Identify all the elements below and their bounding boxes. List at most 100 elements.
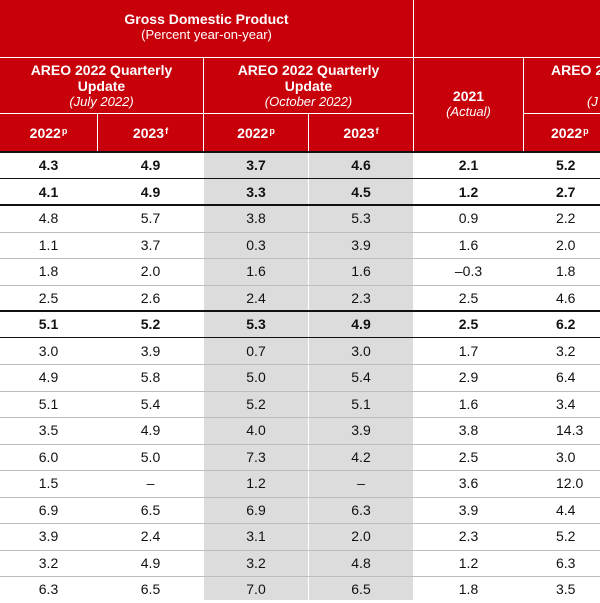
group-october-title: AREO 2022 Quarterly Update <box>237 62 380 94</box>
group-october-sub: (October 2022) <box>264 94 353 109</box>
table-row: 1.1 3.7 0.3 3.9 1.6 2.0 <box>0 232 600 259</box>
table-cell: 6.4 <box>556 369 576 385</box>
table-cell: 5.2 <box>140 316 161 332</box>
table-cell: 5.0 <box>140 448 161 465</box>
table-cell: 1.2 <box>458 554 479 571</box>
row-rule <box>0 417 600 418</box>
group-rule <box>0 177 600 179</box>
col-mark: p <box>61 125 68 136</box>
table-cell: 3.8 <box>458 422 479 438</box>
header-rule <box>0 151 600 153</box>
col-mark: p <box>583 125 589 136</box>
table-cell: 4.5 <box>351 183 371 200</box>
table-cell: 4.9 <box>140 157 161 173</box>
table-cell: 3.0 <box>351 342 371 359</box>
table-row: 3.2 4.9 3.2 4.8 1.2 6.3 <box>0 550 600 577</box>
table-cell: 3.2 <box>246 554 266 571</box>
table-cell: 2.5 <box>38 289 59 306</box>
gdp-header: Gross Domestic Product (Percent year-on-… <box>0 0 413 57</box>
col-mark: p <box>269 125 275 136</box>
table-row: 2.5 2.6 2.4 2.3 2.5 4.6 <box>0 285 600 312</box>
table-cell: 3.2 <box>38 554 59 571</box>
group-july-title: AREO 2022 Quarterly Update <box>30 62 173 94</box>
table-cell: 1.8 <box>38 263 59 279</box>
table-cell: 0.3 <box>246 236 266 253</box>
table-cell: 6.3 <box>351 501 371 518</box>
row-rule <box>0 443 600 445</box>
table-cell: 3.6 <box>458 475 479 491</box>
table-row: 1.8 2.0 1.6 1.6 –0.3 1.8 <box>0 258 600 285</box>
group-rule <box>0 310 600 312</box>
table-cell: 5.8 <box>140 369 161 385</box>
table-cell: 6.5 <box>140 581 161 597</box>
table-row: 5.1 5.2 5.3 4.9 2.5 6.2 <box>0 311 600 338</box>
table-cell: –0.3 <box>454 263 483 279</box>
table-cell: 6.5 <box>140 501 161 518</box>
row-rule <box>0 496 600 498</box>
table-cell: 3.3 <box>246 183 266 200</box>
table-cell: 3.8 <box>246 210 266 226</box>
table-cell: 5.1 <box>351 395 371 412</box>
table-cell: 4.6 <box>351 157 371 173</box>
col-year: 2023 <box>132 124 165 141</box>
table-row: 4.9 5.8 5.0 5.4 2.9 6.4 <box>0 364 600 391</box>
table-cell: 4.9 <box>140 554 161 571</box>
row-rule <box>0 231 600 233</box>
table-cell: 2.2 <box>556 210 576 226</box>
gdp-title: Gross Domestic Product <box>124 11 289 27</box>
table-cell: 3.9 <box>351 236 371 253</box>
row-rule <box>0 470 600 471</box>
col-head-oct-2022: 2022 p <box>204 114 308 151</box>
table-cell: 1.8 <box>458 581 479 597</box>
table-cell: 0.9 <box>458 210 479 226</box>
table-cell: 7.3 <box>246 448 266 465</box>
table-cell: 1.2 <box>458 183 479 200</box>
table-cell: 3.4 <box>556 395 576 412</box>
table-cell: 4.9 <box>38 369 59 385</box>
table-row: 4.3 4.9 3.7 4.6 2.1 5.2 <box>0 152 600 179</box>
table-cell: 2.6 <box>140 289 161 306</box>
row-rule <box>0 284 600 286</box>
table-cell: 1.6 <box>458 395 479 412</box>
table-cell: 6.3 <box>38 581 59 597</box>
col-head-july-2022: 2022 p <box>0 114 97 151</box>
col-head-oct-2023: 2023 f <box>309 114 413 151</box>
table-cell: 14.3 <box>556 422 584 438</box>
table-row: 6.0 5.0 7.3 4.2 2.5 3.0 <box>0 444 600 471</box>
actual-header: 2021 (Actual) <box>414 58 523 151</box>
table-cell: 5.2 <box>556 528 576 544</box>
table-cell: 4.3 <box>38 157 59 173</box>
table-cell: 1.7 <box>458 342 479 359</box>
table-cell: 6.5 <box>351 581 371 597</box>
table-cell: 7.0 <box>246 581 266 597</box>
shade-divider <box>308 151 309 600</box>
table-cell: – <box>146 475 155 491</box>
table-cell: 5.1 <box>38 395 59 412</box>
table-row: 4.8 5.7 3.8 5.3 0.9 2.2 <box>0 205 600 232</box>
table-cell: 2.5 <box>458 289 479 306</box>
row-rule <box>0 549 600 551</box>
table-cell: 2.4 <box>140 528 161 544</box>
table-cell: 4.1 <box>38 183 59 200</box>
table-cell: 2.0 <box>556 236 576 253</box>
table-row: 6.9 6.5 6.9 6.3 3.9 4.4 <box>0 497 600 524</box>
table-row: 3.0 3.9 0.7 3.0 1.7 3.2 <box>0 338 600 365</box>
right-group-header: AREO 2 (J <box>524 58 600 113</box>
table-cell: 6.2 <box>556 316 576 332</box>
col-year: 2022 <box>237 124 269 141</box>
row-rule <box>0 523 600 524</box>
group-header-july: AREO 2022 Quarterly Update (July 2022) <box>0 58 203 113</box>
group-rule <box>0 336 600 338</box>
table-cell: 2.3 <box>351 289 371 306</box>
table-cell: 4.9 <box>140 422 161 438</box>
row-rule <box>0 258 600 259</box>
group-rule <box>0 204 600 206</box>
table-row: 4.1 4.9 3.3 4.5 1.2 2.7 <box>0 179 600 206</box>
table-cell: 5.4 <box>140 395 161 412</box>
row-rule <box>0 364 600 365</box>
table-cell: 5.2 <box>556 157 576 173</box>
table-cell: 3.7 <box>246 157 266 173</box>
table-cell: 4.8 <box>38 210 59 226</box>
table-cell: 6.3 <box>556 554 576 571</box>
col-head-right-2022: 2022 p <box>524 114 600 151</box>
